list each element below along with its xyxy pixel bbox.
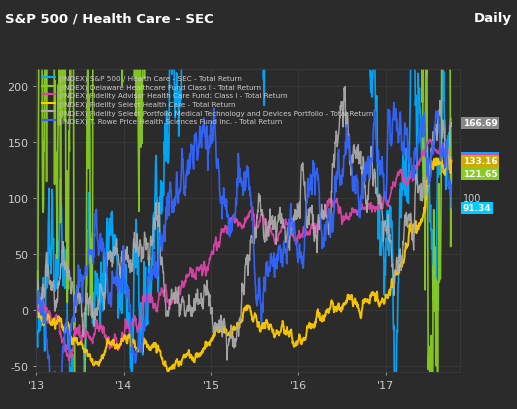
Text: 133.16: 133.16 <box>463 157 497 166</box>
Text: 134.07: 134.07 <box>463 156 497 165</box>
Text: 166.69: 166.69 <box>463 119 497 128</box>
Text: 121.65: 121.65 <box>463 170 497 179</box>
Text: 100: 100 <box>463 193 481 203</box>
Text: 91.34: 91.34 <box>463 204 491 213</box>
Text: S&P 500 / Health Care - SEC: S&P 500 / Health Care - SEC <box>5 12 214 25</box>
Legend: (INDEX) S&P 500 / Health Care - SEC - Total Return, (INDEX) Delaware Healthcare : (INDEX) S&P 500 / Health Care - SEC - To… <box>39 72 376 128</box>
Text: 135.68: 135.68 <box>463 154 497 163</box>
Text: Daily: Daily <box>474 12 512 25</box>
